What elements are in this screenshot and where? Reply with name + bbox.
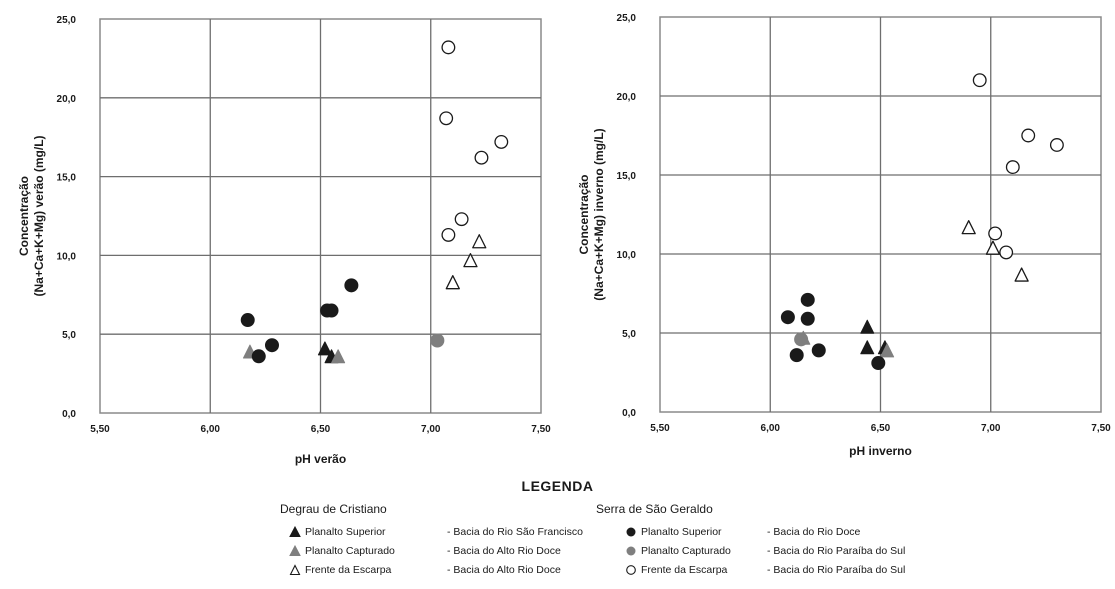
data-point-circle bbox=[794, 332, 809, 347]
filled-black-triangle-icon bbox=[288, 525, 302, 538]
y-tick-label: 20,0 bbox=[57, 94, 77, 105]
legend-item: Frente da Escarpa - Bacia do Alto Rio Do… bbox=[280, 560, 583, 579]
legend-title: LEGENDA bbox=[521, 478, 594, 494]
x-tick-label: 7,00 bbox=[421, 424, 441, 435]
data-point-triangle bbox=[880, 343, 895, 358]
data-point-triangle bbox=[860, 319, 875, 334]
data-point-circle bbox=[324, 303, 339, 318]
legend-basin: - Bacia do Rio São Francisco bbox=[447, 525, 583, 538]
data-point-circle bbox=[988, 226, 1003, 241]
y-tick-label: 0,0 bbox=[62, 409, 76, 420]
x-axis-title: pH inverno bbox=[849, 444, 912, 458]
data-point-circle bbox=[800, 311, 815, 326]
data-point-circle bbox=[441, 227, 456, 242]
data-point-circle bbox=[1005, 160, 1020, 175]
data-point-circle bbox=[780, 310, 795, 325]
legend-basin: - Bacia do Alto Rio Doce bbox=[447, 563, 561, 576]
data-point-circle bbox=[474, 150, 489, 165]
legend-zone: Planalto Superior bbox=[305, 525, 386, 538]
data-point-circle bbox=[871, 356, 886, 371]
y-tick-label: 25,0 bbox=[57, 15, 77, 26]
data-point-triangle bbox=[331, 349, 346, 364]
data-point-triangle bbox=[445, 275, 460, 290]
x-tick-label: 7,00 bbox=[981, 423, 1001, 434]
x-tick-label: 7,50 bbox=[531, 424, 551, 435]
data-point-circle bbox=[251, 349, 266, 364]
x-tick-label: 6,50 bbox=[311, 424, 331, 435]
y-tick-label: 15,0 bbox=[617, 171, 637, 182]
y-axis-title: Concentração(Na+Ca+K+Mg) inverno (mg/L) bbox=[577, 128, 606, 300]
legend-item: Planalto Capturado - Bacia do Alto Rio D… bbox=[280, 541, 583, 560]
y-axis-title-line: (Na+Ca+K+Mg) verão (mg/L) bbox=[32, 135, 46, 296]
data-point-circle bbox=[789, 348, 804, 363]
legend-basin: - Bacia do Alto Rio Doce bbox=[447, 544, 561, 557]
legend-zone: Planalto Capturado bbox=[641, 544, 731, 557]
data-point-circle bbox=[430, 333, 445, 348]
legend-basin: - Bacia do Rio Doce bbox=[767, 525, 861, 538]
filled-gray-triangle-icon bbox=[288, 544, 302, 557]
y-tick-label: 5,0 bbox=[622, 329, 636, 340]
legend-group-serra-de-sao-geraldo: Serra de São Geraldo Planalto Superior -… bbox=[596, 502, 905, 579]
data-point-triangle bbox=[1014, 267, 1029, 282]
y-axis-title-line: Concentração bbox=[17, 176, 31, 256]
x-tick-label: 6,50 bbox=[871, 423, 891, 434]
legend-zone: Frente da Escarpa bbox=[305, 563, 392, 576]
data-point-circle bbox=[999, 245, 1014, 260]
x-tick-label: 7,50 bbox=[1091, 423, 1111, 434]
data-point-circle bbox=[441, 40, 456, 55]
y-tick-label: 15,0 bbox=[57, 173, 77, 184]
x-tick-label: 5,50 bbox=[90, 424, 110, 435]
data-point-circle bbox=[439, 111, 454, 126]
legend-item: Planalto Superior - Bacia do Rio São Fra… bbox=[280, 522, 583, 541]
data-point-circle bbox=[811, 343, 826, 358]
data-point-circle bbox=[494, 134, 509, 149]
legend-item: Frente da Escarpa - Bacia do Rio Paraíba… bbox=[596, 560, 905, 579]
data-point-triangle bbox=[985, 240, 1001, 255]
x-tick-label: 6,00 bbox=[201, 424, 221, 435]
y-tick-label: 10,0 bbox=[57, 251, 77, 262]
y-tick-label: 5,0 bbox=[62, 330, 76, 341]
legend-basin: - Bacia do Rio Paraíba do Sul bbox=[767, 544, 906, 557]
scatter-chart-2: 5,50 6,00 6,50 7,00 7,50 0,0 5,0 10,0 15,0 20,0 25… bbox=[577, 13, 1111, 458]
legend-group-degrau-de-cristiano: Degrau de Cristiano Planalto Superior - … bbox=[280, 502, 583, 579]
data-point-circle bbox=[1021, 128, 1036, 143]
scatter-chart-1: 5,50 6,00 6,50 7,00 7,50 0,0 5,0 10,0 15,0 20,0 25… bbox=[17, 15, 551, 466]
data-point-circle bbox=[972, 73, 987, 88]
legend-zone: Planalto Superior bbox=[641, 525, 722, 538]
legend-item: Planalto Capturado - Bacia do Rio Paraíb… bbox=[596, 541, 905, 560]
data-point-triangle bbox=[463, 252, 478, 268]
legend-zone: Frente da Escarpa bbox=[641, 563, 728, 576]
filled-gray-circle-icon bbox=[624, 545, 638, 557]
charts-area: 5,50 6,00 6,50 7,00 7,50 0,0 5,0 10,0 15,0 20,0 25… bbox=[17, 13, 1111, 466]
hollow-triangle-icon bbox=[288, 563, 302, 576]
hollow-circle-icon bbox=[624, 564, 638, 576]
data-point-circle bbox=[800, 292, 815, 307]
data-point-triangle bbox=[472, 234, 487, 249]
y-tick-label: 10,0 bbox=[617, 250, 637, 261]
data-point-triangle bbox=[860, 340, 875, 355]
data-point-triangle bbox=[317, 341, 332, 356]
x-axis-title: pH verão bbox=[295, 452, 346, 466]
x-tick-label: 6,00 bbox=[761, 423, 781, 434]
legend-basin: - Bacia do Rio Paraíba do Sul bbox=[767, 563, 906, 576]
data-point-circle bbox=[454, 212, 469, 227]
x-tick-label: 5,50 bbox=[650, 423, 670, 434]
legend-group-title: Serra de São Geraldo bbox=[596, 502, 713, 516]
y-tick-label: 0,0 bbox=[622, 408, 636, 419]
data-point-circle bbox=[264, 338, 279, 353]
data-point-circle bbox=[344, 278, 359, 293]
data-point-circle bbox=[1049, 138, 1064, 152]
y-axis-title: Concentração(Na+Ca+K+Mg) verão (mg/L) bbox=[17, 135, 46, 296]
legend-zone: Planalto Capturado bbox=[305, 544, 395, 557]
legend-item: Planalto Superior - Bacia do Rio Doce bbox=[596, 522, 905, 541]
y-axis-title-line: Concentração bbox=[577, 174, 591, 254]
data-point-triangle bbox=[961, 220, 976, 235]
y-tick-label: 20,0 bbox=[617, 92, 637, 103]
legend-group-title: Degrau de Cristiano bbox=[280, 502, 387, 516]
filled-black-circle-icon bbox=[624, 526, 638, 538]
y-tick-label: 25,0 bbox=[617, 13, 637, 24]
data-point-circle bbox=[240, 313, 255, 328]
y-axis-title-line: (Na+Ca+K+Mg) inverno (mg/L) bbox=[592, 128, 606, 300]
